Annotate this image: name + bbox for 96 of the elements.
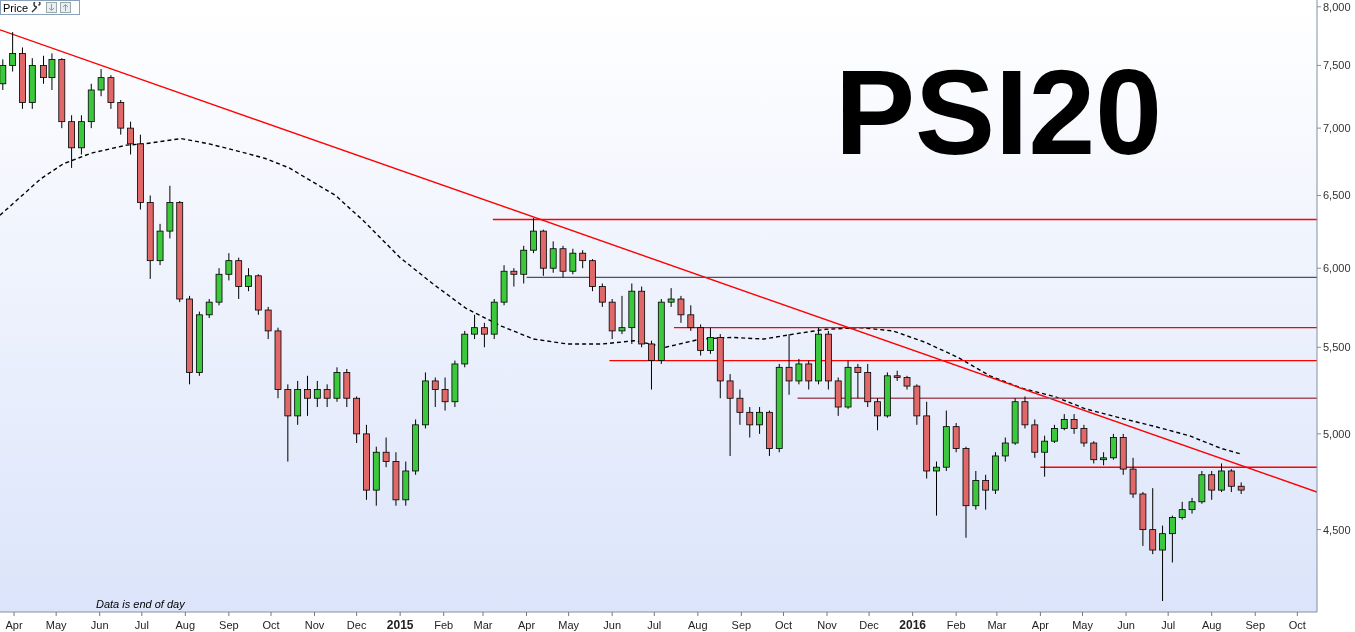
x-tick-label: Oct (262, 619, 280, 631)
candlestick (697, 323, 705, 357)
candlestick (549, 240, 557, 274)
candlestick (0, 58, 7, 91)
candlestick (874, 397, 881, 431)
y-tick-label: 4,500 (1323, 523, 1351, 536)
x-tick-label: Aug (175, 619, 196, 631)
candlestick (952, 422, 960, 453)
x-tick-label: Jun (603, 619, 622, 631)
candlestick (1080, 424, 1088, 448)
x-tick-label: Feb (434, 619, 454, 631)
candlestick (97, 68, 105, 97)
x-tick-label: May (1072, 619, 1094, 631)
candlestick (471, 314, 478, 340)
y-tick-label: 7,500 (1323, 59, 1351, 72)
candlestick (982, 474, 990, 511)
candlestick (1110, 433, 1117, 461)
x-tick-label: Jul (647, 619, 662, 631)
candlestick (598, 282, 606, 308)
candlestick (481, 322, 488, 348)
x-tick-label: Dec (859, 619, 880, 631)
candlestick (382, 437, 390, 468)
candlestick (746, 406, 754, 439)
candlestick (530, 217, 537, 254)
candlestick (1159, 525, 1166, 602)
y-tick-label: 5,500 (1323, 341, 1351, 354)
x-tick-label: Nov (817, 619, 838, 631)
y-tick-label: 6,500 (1323, 189, 1351, 202)
candlestick (323, 383, 331, 408)
x-tick-label: Jul (134, 619, 149, 631)
x-tick-label: Nov (304, 619, 325, 631)
candlestick (1227, 468, 1235, 493)
candlestick (1041, 435, 1049, 478)
x-tick-label: Oct (774, 619, 793, 631)
candlestick (441, 377, 449, 412)
x-tick-label: Aug (1201, 619, 1222, 631)
x-tick-label: Sep (1245, 619, 1266, 631)
x-tick-label: Mar (473, 619, 493, 631)
x-tick-label: 2015 (386, 618, 414, 632)
candlestick (510, 267, 518, 288)
candlestick (1021, 396, 1029, 429)
x-tick-label: Sep (219, 619, 239, 631)
candlestick (687, 304, 695, 332)
candlestick (648, 340, 655, 391)
candlestick (667, 287, 675, 308)
x-tick-label: Jun (1117, 619, 1135, 631)
candlestick (1070, 413, 1078, 435)
candlestick (431, 377, 439, 408)
x-tick-label: Mar (987, 619, 1007, 631)
candlestick (304, 375, 311, 417)
candlestick (933, 461, 940, 517)
candlestick (264, 306, 272, 340)
x-tick-label: May (558, 619, 580, 631)
x-tick-label: 2016 (899, 618, 927, 632)
x-tick-label: May (45, 619, 68, 631)
annotation: Price (3, 1, 29, 14)
candlestick (618, 295, 626, 335)
x-tick-label: Oct (1288, 619, 1306, 631)
candlestick (805, 360, 813, 391)
candlestick (1208, 470, 1216, 501)
candlestick (569, 248, 577, 275)
candlestick (726, 373, 734, 457)
candlestick (225, 252, 233, 281)
x-tick-label: Apr (1031, 619, 1050, 631)
y-tick-label: 8,000 (1323, 0, 1351, 13)
candlestick (1090, 440, 1098, 464)
candlestick (1168, 515, 1176, 564)
candlestick (313, 380, 321, 408)
x-tick-label: Jun (90, 619, 109, 631)
candlestick (677, 295, 685, 324)
y-tick-label: 5,000 (1323, 427, 1351, 440)
x-tick-label: Sep (731, 619, 752, 631)
candlestick (707, 327, 714, 355)
candlestick (756, 406, 763, 435)
candlestick (1218, 462, 1225, 493)
candlestick (1001, 437, 1009, 463)
y-tick-label: 7,000 (1323, 122, 1351, 135)
candlestick (559, 245, 567, 278)
y-tick-label: 6,000 (1323, 262, 1351, 275)
candlestick (854, 363, 862, 399)
x-tick-label: Feb (946, 619, 966, 631)
chart-title: PSI20 (835, 45, 1162, 179)
candlestick (736, 389, 744, 426)
candlestick (205, 298, 213, 319)
candlestick (1051, 424, 1058, 444)
x-tick-label: Aug (688, 619, 708, 631)
candlestick (785, 333, 793, 396)
candlestick (795, 358, 803, 385)
candlestick (245, 267, 252, 292)
candlestick (9, 31, 17, 73)
candlestick (1149, 487, 1157, 555)
x-tick-label: Apr (517, 619, 536, 631)
x-tick-label: Apr (5, 619, 23, 631)
x-tick-label: Dec (346, 619, 367, 631)
x-tick-label: Jul (1161, 619, 1176, 631)
annotation: Data is end of day (96, 598, 185, 610)
